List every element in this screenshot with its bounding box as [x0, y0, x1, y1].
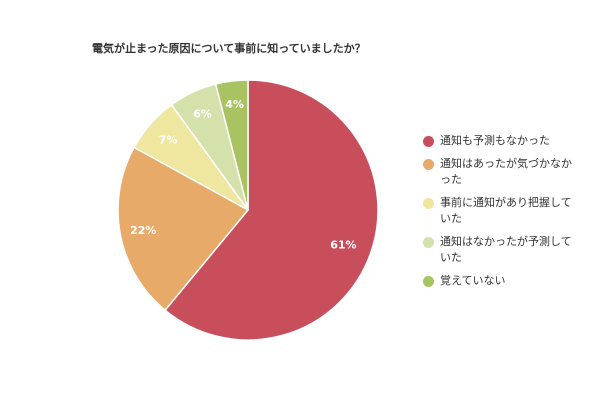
legend-item[interactable]: 通知はあったが気づかなか った — [423, 156, 600, 188]
legend-label: 通知も予測もなかった — [440, 134, 550, 147]
slice-data-label: 22% — [130, 224, 156, 237]
legend-label: いた — [440, 251, 462, 264]
slice-data-label: 7% — [159, 134, 178, 147]
legend-item[interactable]: 通知も予測もなかった — [423, 133, 600, 149]
legend-item[interactable]: 通知はなかったが予測して いた — [423, 234, 600, 266]
legend-marker-icon — [423, 159, 434, 170]
legend-label: いた — [440, 212, 462, 225]
legend-item[interactable]: 事前に通知があり把握して いた — [423, 195, 600, 227]
slice-data-label: 6% — [193, 108, 212, 121]
legend-label: 覚えていない — [440, 274, 506, 287]
legend-marker-icon — [423, 136, 434, 147]
chart-title: 電気が止まった原因について事前に知っていましたか？ — [92, 42, 366, 55]
legend-label: 事前に通知があり把握して — [440, 196, 572, 209]
slice-data-label: 4% — [225, 98, 244, 111]
pie-slice — [117, 146, 250, 312]
legend-item[interactable]: 覚えていない — [423, 273, 600, 289]
legend-marker-icon — [423, 276, 434, 287]
legend-label: 通知はあったが気づかなか — [440, 157, 572, 170]
pie-slice — [214, 79, 249, 211]
slice-data-label: 61% — [330, 238, 356, 251]
legend-label: った — [440, 173, 462, 186]
pie-slice — [164, 79, 379, 341]
legend-label: 通知はなかったが予測して — [440, 235, 572, 248]
legend: 通知も予測もなかった 通知はあったが気づかなか った 事前に通知があり把握して いた 通知… — [423, 133, 600, 296]
legend-marker-icon — [423, 198, 434, 209]
legend-marker-icon — [423, 237, 434, 248]
